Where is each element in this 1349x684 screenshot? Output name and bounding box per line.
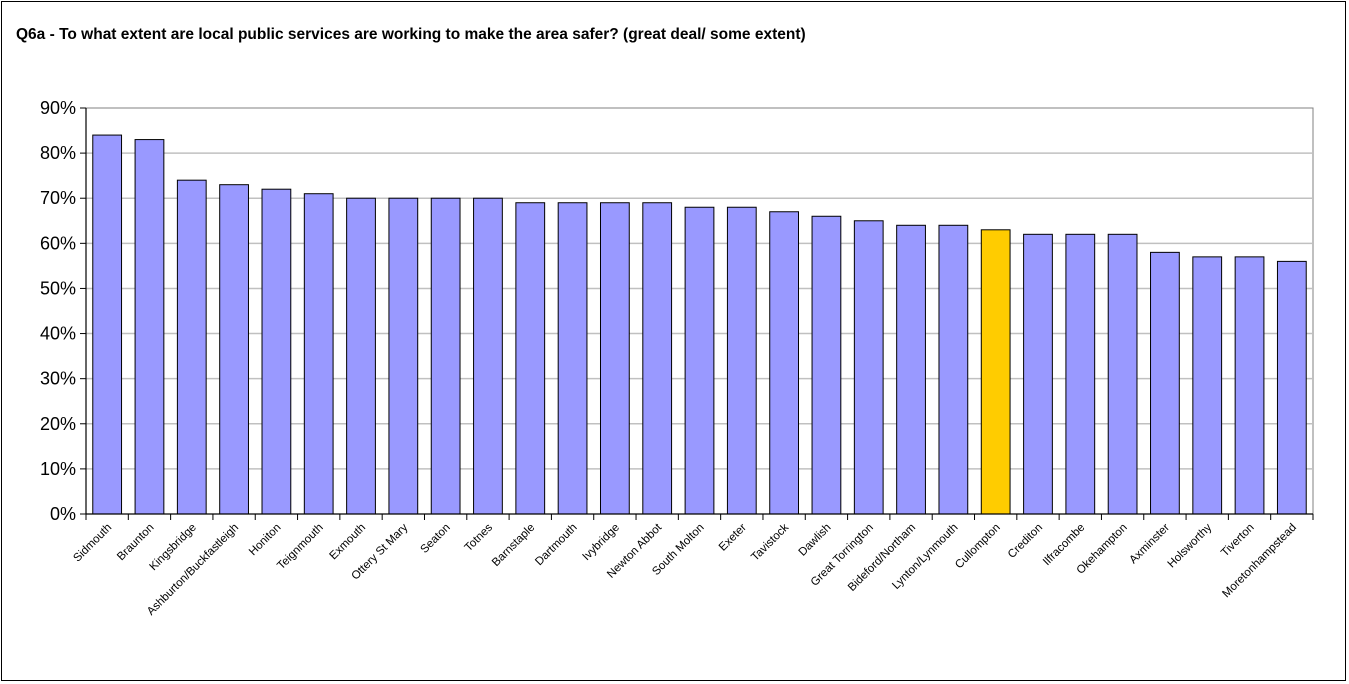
- bar-axminster: [1150, 251, 1180, 515]
- x-tick-label: Ashburton/Buckfastleigh: [145, 522, 241, 618]
- x-tick-label: Exmouth: [328, 522, 369, 563]
- bar-dartmouth: [557, 202, 588, 515]
- bar-moretonhampstead: [1276, 260, 1307, 515]
- y-tick-label: 70%: [40, 188, 76, 208]
- bar-totnes: [473, 197, 503, 515]
- x-tick-label: Barnstaple: [490, 522, 537, 569]
- y-tick-label: 30%: [40, 369, 76, 389]
- bar-seaton: [430, 197, 461, 515]
- x-tick-label: Totnes: [463, 521, 496, 554]
- bar-south-molton: [684, 206, 715, 515]
- bar-tavistock: [769, 211, 800, 515]
- y-tick-label: 40%: [40, 324, 76, 344]
- x-tick-label: Crediton: [1006, 522, 1045, 561]
- x-tick-label: Teignmouth: [275, 522, 326, 573]
- bar-okehampton: [1107, 233, 1138, 515]
- bar-kingsbridge: [176, 179, 207, 515]
- bar-ivybridge: [599, 202, 630, 515]
- y-tick-label: 80%: [40, 143, 76, 163]
- bars: [92, 134, 1307, 515]
- x-tick-label: Honiton: [247, 522, 284, 559]
- bar-dawlish: [811, 215, 842, 515]
- bar-lynton-lynmouth: [938, 224, 969, 515]
- y-tick-label: 10%: [40, 459, 76, 479]
- y-tick-label: 0%: [50, 504, 76, 524]
- bar-braunton: [134, 139, 165, 515]
- bar-barnstaple: [515, 202, 546, 515]
- x-tick-label: Sidmouth: [71, 522, 114, 565]
- chart-title: Q6a - To what extent are local public se…: [16, 26, 806, 43]
- x-tick-label: Axminster: [1127, 522, 1172, 567]
- bar-exmouth: [346, 197, 376, 515]
- bar-crediton: [1023, 233, 1053, 515]
- y-tick-label: 90%: [40, 98, 76, 118]
- x-tick-label: Moretonhampstead: [1220, 522, 1299, 601]
- bar-newton-abbot: [642, 202, 673, 515]
- x-tick-label: Holsworthy: [1166, 521, 1215, 570]
- bar-honiton: [261, 188, 292, 515]
- x-tick-label: Tiverton: [1219, 522, 1257, 560]
- bar-ottery-st-mary: [388, 197, 419, 515]
- bar-bideford-northam: [896, 224, 926, 515]
- bar-tiverton: [1234, 256, 1265, 515]
- y-tick-label: 20%: [40, 414, 76, 434]
- bar-great-torrington: [853, 220, 884, 515]
- bar-cullompton: [980, 229, 1011, 515]
- x-tick-label: Braunton: [115, 522, 156, 563]
- bar-ilfracombe: [1065, 233, 1096, 515]
- bar-exeter: [726, 206, 757, 515]
- y-tick-label: 50%: [40, 278, 76, 298]
- x-tick-label: Dawlish: [797, 522, 834, 559]
- x-tick-label: Tavistock: [749, 521, 791, 563]
- bar-sidmouth: [92, 134, 123, 515]
- axes: [80, 107, 1314, 520]
- bar-ashburton-buckfastleigh: [219, 184, 249, 515]
- bar-teignmouth: [303, 193, 334, 515]
- x-tick-label: Cullompton: [953, 522, 1003, 572]
- y-tick-label: 60%: [40, 233, 76, 253]
- x-tick-label: Dartmouth: [533, 522, 579, 568]
- x-tick-label: Seaton: [418, 522, 452, 556]
- x-tick-label: Exeter: [717, 522, 749, 554]
- x-tick-label: Ivybridge: [581, 522, 622, 563]
- bar-holsworthy: [1192, 256, 1223, 515]
